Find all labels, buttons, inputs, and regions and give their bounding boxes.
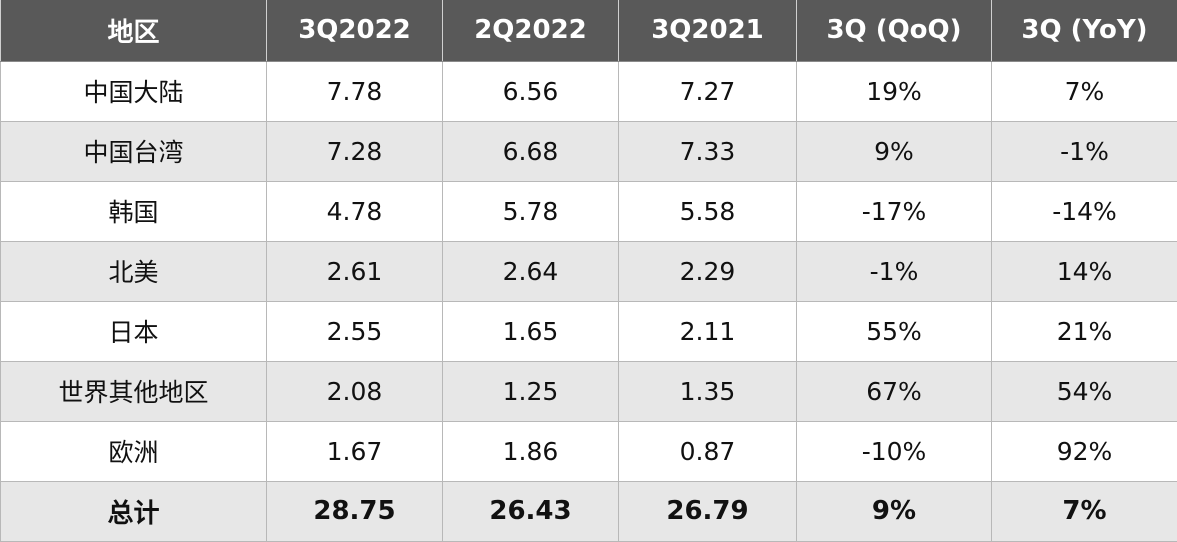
total-cell-3q2021: 26.79	[619, 481, 797, 541]
value-cell-2q2022: 5.78	[443, 181, 619, 241]
region-cell: 中国大陆	[1, 61, 267, 121]
value-cell-2q2022: 2.64	[443, 241, 619, 301]
column-header-qoq: 3Q (QoQ)	[797, 0, 992, 61]
value-cell-qoq: 19%	[797, 61, 992, 121]
total-cell-3q2022: 28.75	[267, 481, 443, 541]
region-cell: 日本	[1, 301, 267, 361]
value-cell-qoq: 67%	[797, 361, 992, 421]
value-cell-yoy: 21%	[992, 301, 1177, 361]
value-cell-3q2021: 5.58	[619, 181, 797, 241]
value-cell-yoy: 14%	[992, 241, 1177, 301]
table-row: 韩国 4.78 5.78 5.58 -17% -14%	[1, 181, 1177, 241]
total-cell-2q2022: 26.43	[443, 481, 619, 541]
value-cell-qoq: 9%	[797, 121, 992, 181]
region-cell: 欧洲	[1, 421, 267, 481]
table-row: 中国台湾 7.28 6.68 7.33 9% -1%	[1, 121, 1177, 181]
value-cell-3q2022: 4.78	[267, 181, 443, 241]
total-cell-yoy: 7%	[992, 481, 1177, 541]
table-row: 日本 2.55 1.65 2.11 55% 21%	[1, 301, 1177, 361]
value-cell-2q2022: 1.86	[443, 421, 619, 481]
value-cell-3q2021: 2.11	[619, 301, 797, 361]
value-cell-3q2022: 7.78	[267, 61, 443, 121]
value-cell-3q2022: 1.67	[267, 421, 443, 481]
region-cell: 中国台湾	[1, 121, 267, 181]
region-cell: 韩国	[1, 181, 267, 241]
table-row: 世界其他地区 2.08 1.25 1.35 67% 54%	[1, 361, 1177, 421]
table-row: 中国大陆 7.78 6.56 7.27 19% 7%	[1, 61, 1177, 121]
value-cell-qoq: 55%	[797, 301, 992, 361]
value-cell-2q2022: 1.25	[443, 361, 619, 421]
value-cell-3q2022: 7.28	[267, 121, 443, 181]
value-cell-3q2022: 2.55	[267, 301, 443, 361]
value-cell-yoy: 54%	[992, 361, 1177, 421]
value-cell-3q2022: 2.61	[267, 241, 443, 301]
value-cell-qoq: -17%	[797, 181, 992, 241]
value-cell-2q2022: 6.68	[443, 121, 619, 181]
column-header-region: 地区	[1, 0, 267, 61]
region-cell: 世界其他地区	[1, 361, 267, 421]
table-row: 北美 2.61 2.64 2.29 -1% 14%	[1, 241, 1177, 301]
total-cell-qoq: 9%	[797, 481, 992, 541]
value-cell-3q2022: 2.08	[267, 361, 443, 421]
table-row: 欧洲 1.67 1.86 0.87 -10% 92%	[1, 421, 1177, 481]
value-cell-3q2021: 7.33	[619, 121, 797, 181]
column-header-yoy: 3Q (YoY)	[992, 0, 1177, 61]
value-cell-2q2022: 1.65	[443, 301, 619, 361]
total-label-cell: 总计	[1, 481, 267, 541]
column-header-3q2021: 3Q2021	[619, 0, 797, 61]
value-cell-3q2021: 2.29	[619, 241, 797, 301]
region-cell: 北美	[1, 241, 267, 301]
column-header-2q2022: 2Q2022	[443, 0, 619, 61]
value-cell-yoy: -1%	[992, 121, 1177, 181]
value-cell-3q2021: 7.27	[619, 61, 797, 121]
value-cell-yoy: -14%	[992, 181, 1177, 241]
value-cell-3q2021: 0.87	[619, 421, 797, 481]
value-cell-yoy: 92%	[992, 421, 1177, 481]
table-header-row: 地区 3Q2022 2Q2022 3Q2021 3Q (QoQ) 3Q (YoY…	[1, 0, 1177, 61]
value-cell-yoy: 7%	[992, 61, 1177, 121]
value-cell-3q2021: 1.35	[619, 361, 797, 421]
value-cell-qoq: -10%	[797, 421, 992, 481]
column-header-3q2022: 3Q2022	[267, 0, 443, 61]
total-row: 总计 28.75 26.43 26.79 9% 7%	[1, 481, 1177, 541]
value-cell-qoq: -1%	[797, 241, 992, 301]
value-cell-2q2022: 6.56	[443, 61, 619, 121]
